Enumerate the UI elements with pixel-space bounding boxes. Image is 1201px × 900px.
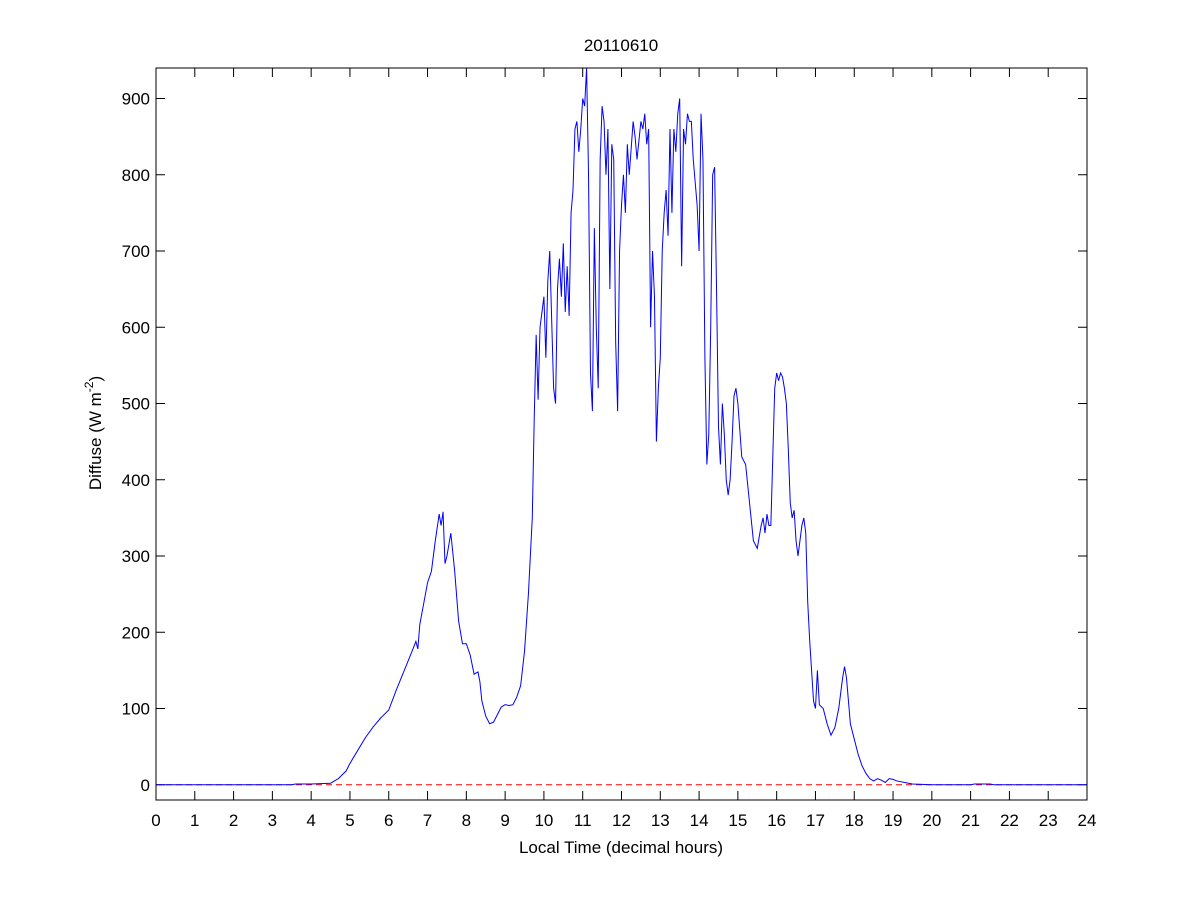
y-tick-label: 100 (122, 700, 150, 719)
x-tick-label: 3 (268, 811, 277, 830)
x-tick-label: 8 (462, 811, 471, 830)
x-tick-label: 11 (574, 811, 592, 830)
x-tick-label: 4 (306, 811, 315, 830)
plot-frame (155, 67, 1088, 801)
x-tick-label: 0 (151, 811, 160, 830)
y-tick-label: 300 (122, 547, 150, 566)
y-axis-label: Diffuse (W m-2) (82, 376, 105, 490)
y-tick-label: 900 (122, 90, 150, 109)
y-tick-label: 700 (122, 242, 150, 261)
x-tick-label: 22 (1000, 811, 1019, 830)
y-tick-label: 800 (122, 166, 150, 185)
x-tick-label: 21 (961, 811, 980, 830)
x-tick-label: 12 (612, 811, 631, 830)
data-line (156, 67, 1087, 786)
chart-title: 20110610 (584, 36, 658, 55)
x-tick-label: 20 (922, 811, 941, 830)
x-tick-label: 17 (806, 811, 825, 830)
x-axis-label: Local Time (decimal hours) (519, 838, 723, 857)
y-tick-label: 600 (122, 318, 150, 337)
x-tick-label: 16 (767, 811, 786, 830)
y-label-sup: -2 (82, 381, 96, 392)
x-tick-label: 2 (229, 811, 238, 830)
x-tick-label: 1 (190, 811, 199, 830)
x-tick-label: 18 (845, 811, 864, 830)
x-tick-label: 24 (1078, 811, 1097, 830)
x-tick-label: 14 (690, 811, 709, 830)
y-tick-label: 0 (141, 776, 150, 795)
x-tick-label: 15 (728, 811, 747, 830)
x-tick-label: 6 (384, 811, 393, 830)
x-tick-label: 19 (884, 811, 903, 830)
y-label-text: Diffuse (W m (86, 392, 105, 490)
x-tick-label: 13 (651, 811, 670, 830)
x-tick-label: 23 (1039, 811, 1058, 830)
x-tick-label: 9 (500, 811, 509, 830)
y-tick-label: 500 (122, 395, 150, 414)
x-tick-label: 7 (423, 811, 432, 830)
y-label-end: ) (86, 376, 105, 382)
y-tick-label: 400 (122, 471, 150, 490)
y-tick-label: 200 (122, 623, 150, 642)
x-tick-label: 5 (345, 811, 354, 830)
x-tick-label: 10 (534, 811, 553, 830)
